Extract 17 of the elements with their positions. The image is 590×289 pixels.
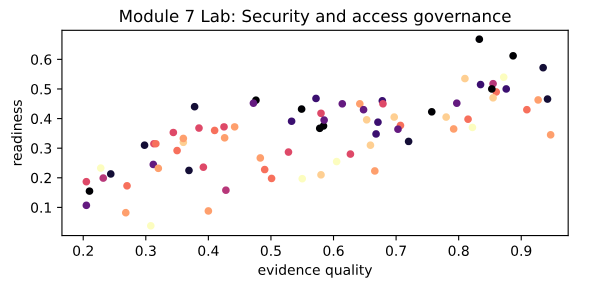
y-tick-label: 0.5 bbox=[31, 84, 52, 94]
x-tick-label: 0.5 bbox=[260, 246, 281, 256]
x-tick-label: 0.7 bbox=[386, 246, 406, 256]
y-tick-label: 0.3 bbox=[31, 143, 52, 154]
y-axis-title: readiness bbox=[11, 100, 22, 166]
y-tick-label: 0.2 bbox=[31, 172, 51, 184]
chart-title: Module 7 Lab: Security and access governance bbox=[120, 9, 511, 26]
y-tick-label: 0.6 bbox=[31, 54, 52, 65]
x-tick-label: 0.6 bbox=[323, 246, 344, 256]
x-tick-label: 0.8 bbox=[448, 246, 469, 256]
y-tick-label: 0.1 bbox=[31, 202, 51, 213]
x-tick-label: 0.3 bbox=[136, 246, 156, 256]
x-axis-title: evidence quality bbox=[258, 264, 372, 278]
x-tick-label: 0.2 bbox=[73, 246, 93, 256]
x-tick-label: 0.4 bbox=[198, 246, 219, 256]
x-tick-label: 0.9 bbox=[511, 246, 532, 256]
y-tick-label: 0.4 bbox=[31, 114, 52, 124]
